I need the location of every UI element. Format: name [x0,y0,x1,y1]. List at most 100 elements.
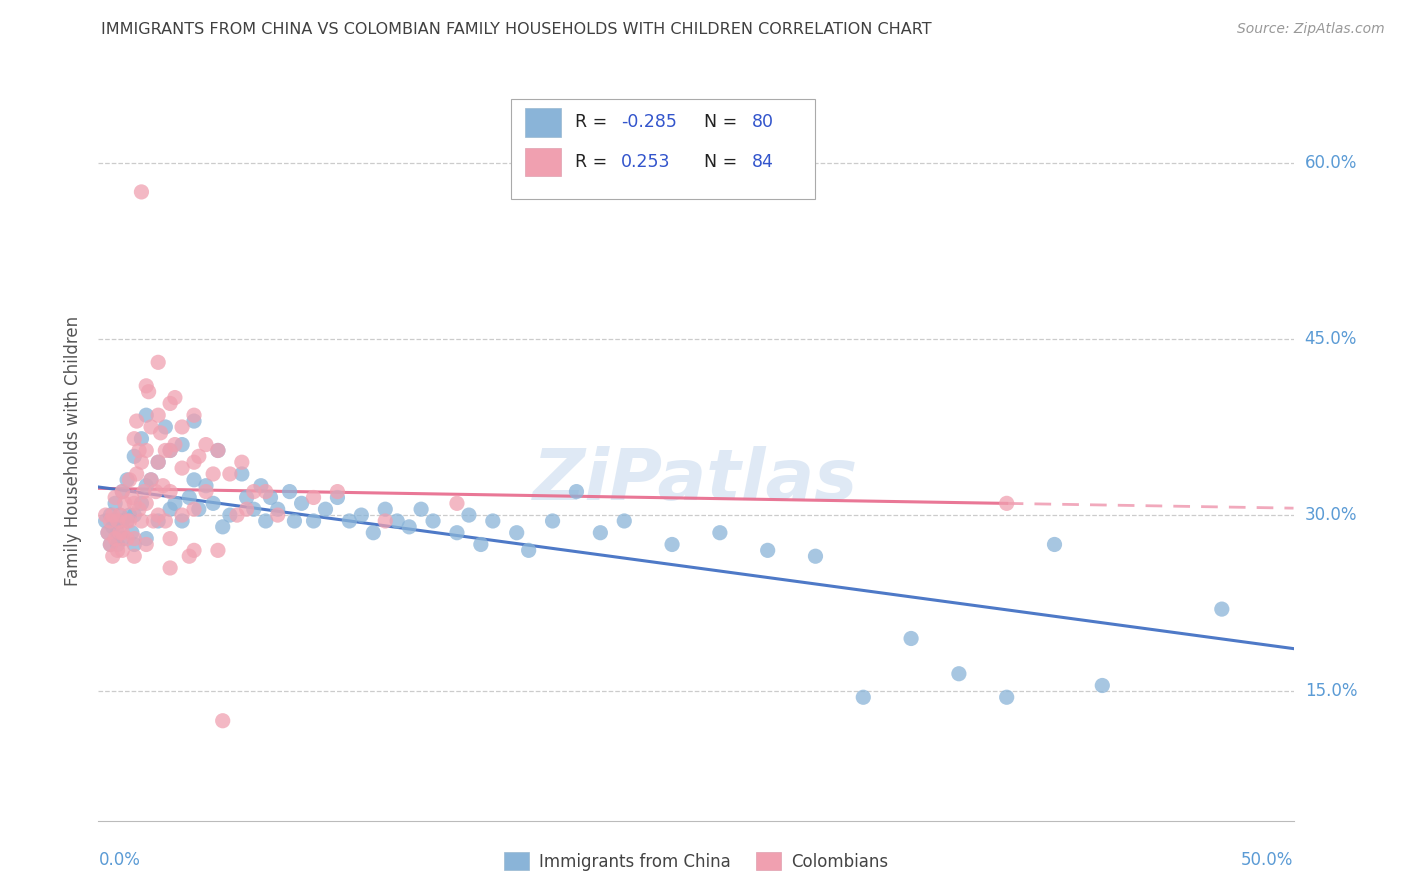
Point [148,408,170,422]
Point [159,396,181,410]
Point [278,484,301,499]
Point [111,532,134,546]
Point [995,496,1018,510]
Point [145,484,167,499]
Point [94,514,117,528]
Point [98,508,122,522]
Point [661,537,683,551]
Point [163,496,186,510]
Point [115,532,138,546]
Point [118,508,141,522]
Point [135,537,157,551]
Text: 45.0%: 45.0% [1305,330,1357,348]
Point [111,543,134,558]
Point [207,543,229,558]
Point [254,514,277,528]
Point [148,355,170,369]
Point [155,420,177,434]
Point [98,537,122,551]
Point [363,525,385,540]
Point [97,525,120,540]
Legend: Immigrants from China, Colombians: Immigrants from China, Colombians [496,844,896,879]
Point [148,514,170,528]
Point [163,391,186,405]
Point [243,502,266,516]
Point [326,491,349,505]
Point [111,484,134,499]
Point [124,537,146,551]
Point [163,437,186,451]
Point [458,508,481,522]
Point [172,420,194,434]
Point [111,484,134,499]
Text: 0.253: 0.253 [620,153,671,170]
Point [135,443,157,458]
Point [541,514,564,528]
Point [107,537,129,551]
Point [207,443,229,458]
Point [132,484,155,499]
Point [115,473,138,487]
Point [900,632,922,646]
Point [159,484,181,499]
Point [211,520,233,534]
Text: ZiPatlas: ZiPatlas [533,446,859,515]
Text: 80: 80 [752,113,775,131]
Point [183,473,205,487]
Point [1211,602,1233,616]
Point [124,508,146,522]
Point [995,690,1018,705]
Point [211,714,233,728]
Point [111,514,134,528]
Point [128,502,150,516]
Point [219,467,242,481]
Point [139,473,162,487]
Point [131,185,153,199]
Point [267,508,290,522]
Point [135,379,157,393]
Point [172,437,194,451]
Point [470,537,492,551]
Point [481,514,505,528]
Point [948,666,970,681]
Text: 60.0%: 60.0% [1305,153,1357,171]
Point [135,532,157,546]
Point [118,514,141,528]
Point [159,443,181,458]
Point [131,455,153,469]
Point [267,502,290,516]
Point [183,455,205,469]
Point [283,514,305,528]
Point [131,514,153,528]
Point [124,496,146,510]
Point [756,543,779,558]
Point [398,520,420,534]
Point [142,514,165,528]
Point [709,525,731,540]
Point [111,525,134,540]
Point [374,514,396,528]
Point [104,532,127,546]
Point [121,491,143,505]
Point [155,443,177,458]
Text: R =: R = [575,153,613,170]
Point [125,467,148,481]
Point [124,450,146,464]
Point [101,549,124,564]
Point [219,508,242,522]
Point [149,425,172,440]
Point [118,473,141,487]
Point [94,508,117,522]
Point [852,690,875,705]
Point [135,479,157,493]
Point [565,484,588,499]
Point [187,502,209,516]
Point [124,532,146,546]
Text: 0.0%: 0.0% [98,851,141,869]
Point [138,384,160,399]
Point [411,502,433,516]
Point [139,420,162,434]
Point [131,432,153,446]
Text: 50.0%: 50.0% [1241,851,1294,869]
Point [250,479,273,493]
